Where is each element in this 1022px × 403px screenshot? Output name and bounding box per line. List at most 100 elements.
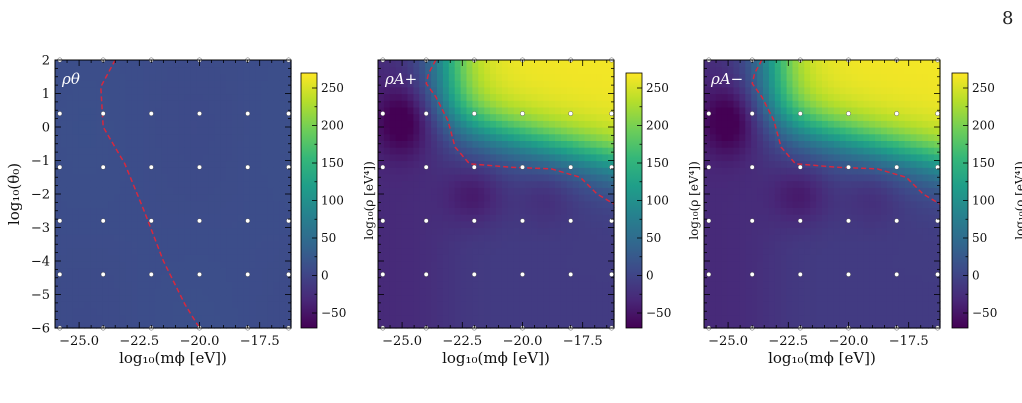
heatmap-cell [78,240,86,249]
heatmap-cell [910,160,917,168]
heatmap-cell [279,214,286,222]
heatmap-cell [798,133,805,141]
heatmap-cell [507,147,515,155]
heatmap-cell [437,194,444,202]
heatmap-cell [407,153,414,162]
heatmap-cell [763,147,770,155]
heatmap-cell [413,301,420,309]
heatmap-cell [780,120,788,128]
heatmap-cell [501,127,509,135]
heatmap-cell [704,160,711,168]
heatmap-cell [84,127,91,135]
heatmap-cell [881,147,888,155]
heatmap-cell [608,133,615,141]
heatmap-cell [780,307,788,316]
heatmap-cell [531,113,538,121]
heatmap-cell [721,106,729,115]
heatmap-cell [555,106,562,115]
heatmap-cell [519,194,527,202]
heatmap-cell [108,281,115,289]
heatmap-cell [608,147,615,155]
heatmap-cell [519,234,527,242]
heatmap-cell [84,247,91,255]
heatmap-cell [537,60,544,68]
heatmap-cell [751,160,758,168]
heatmap-cell [96,294,103,302]
heatmap-cell [90,173,97,182]
heatmap-cell [709,86,717,95]
heatmap-cell [560,93,568,101]
heatmap-cell [273,100,280,108]
heatmap-cell [709,321,717,329]
heatmap-cell [401,167,409,175]
heatmap-cell [72,93,80,101]
heatmap-cell [401,93,409,101]
heatmap-cell [102,274,109,282]
heatmap-cell [442,220,450,229]
heatmap-cell [602,80,609,88]
heatmap-cell [119,133,127,141]
heatmap-cell [851,113,858,121]
heatmap-cell [531,73,538,81]
heatmap-cell [378,301,385,309]
heatmap-cell [804,153,811,162]
heatmap-cell [507,153,515,162]
heatmap-cell [389,200,397,208]
heatmap-cell [119,147,127,155]
heatmap-cell [472,261,479,269]
heatmap-cell [560,301,568,309]
heatmap-cell [114,234,121,242]
heatmap-cell [273,247,280,255]
heatmap-cell [167,127,174,135]
heatmap-cell [261,287,268,296]
heatmap-cell [745,66,752,74]
heatmap-cell [555,187,562,195]
heatmap-cell [910,214,917,222]
heatmap-cell [261,294,268,302]
heatmap-cell [90,321,97,329]
heatmap-cell [273,66,280,74]
heatmap-cell [857,261,864,269]
heatmap-cell [55,220,62,229]
heatmap-cell [237,120,245,128]
heatmap-cell [407,140,414,148]
heatmap-cell [114,113,121,121]
heatmap-cell [904,194,912,202]
heatmap-cell [798,113,805,121]
heatmap-cell [249,147,257,155]
grid-point [245,111,251,117]
heatmap-cell [431,66,438,74]
heatmap-cell [566,214,574,222]
heatmap-cell [267,100,274,108]
heatmap-cell [519,207,527,215]
heatmap-cell [857,100,864,108]
heatmap-cell [448,160,456,168]
heatmap-cell [501,274,509,282]
heatmap-cell [490,93,497,101]
heatmap-cell [454,307,462,316]
heatmap-cell [584,207,591,215]
heatmap-cell [243,173,251,182]
heatmap-cell [892,167,900,175]
heatmap-cell [454,66,462,74]
heatmap-cell [178,274,186,282]
heatmap-cell [125,106,133,115]
heatmap-cell [845,133,853,141]
heatmap-cell [437,167,444,175]
heatmap-cell [431,153,438,162]
heatmap-cell [537,227,544,235]
heatmap-cell [490,261,497,269]
heatmap-cell [149,240,156,249]
heatmap-cell [763,240,770,249]
heatmap-cell [232,194,239,202]
heatmap-cell [904,214,912,222]
heatmap-cell [66,314,74,322]
heatmap-cell [869,287,876,296]
heatmap-cell [822,73,829,81]
heatmap-cell [578,127,586,135]
heatmap-cell [78,113,86,121]
heatmap-cell [496,220,503,229]
heatmap-cell [214,234,221,242]
heatmap-cell [798,307,805,316]
heatmap-cell [792,207,799,215]
